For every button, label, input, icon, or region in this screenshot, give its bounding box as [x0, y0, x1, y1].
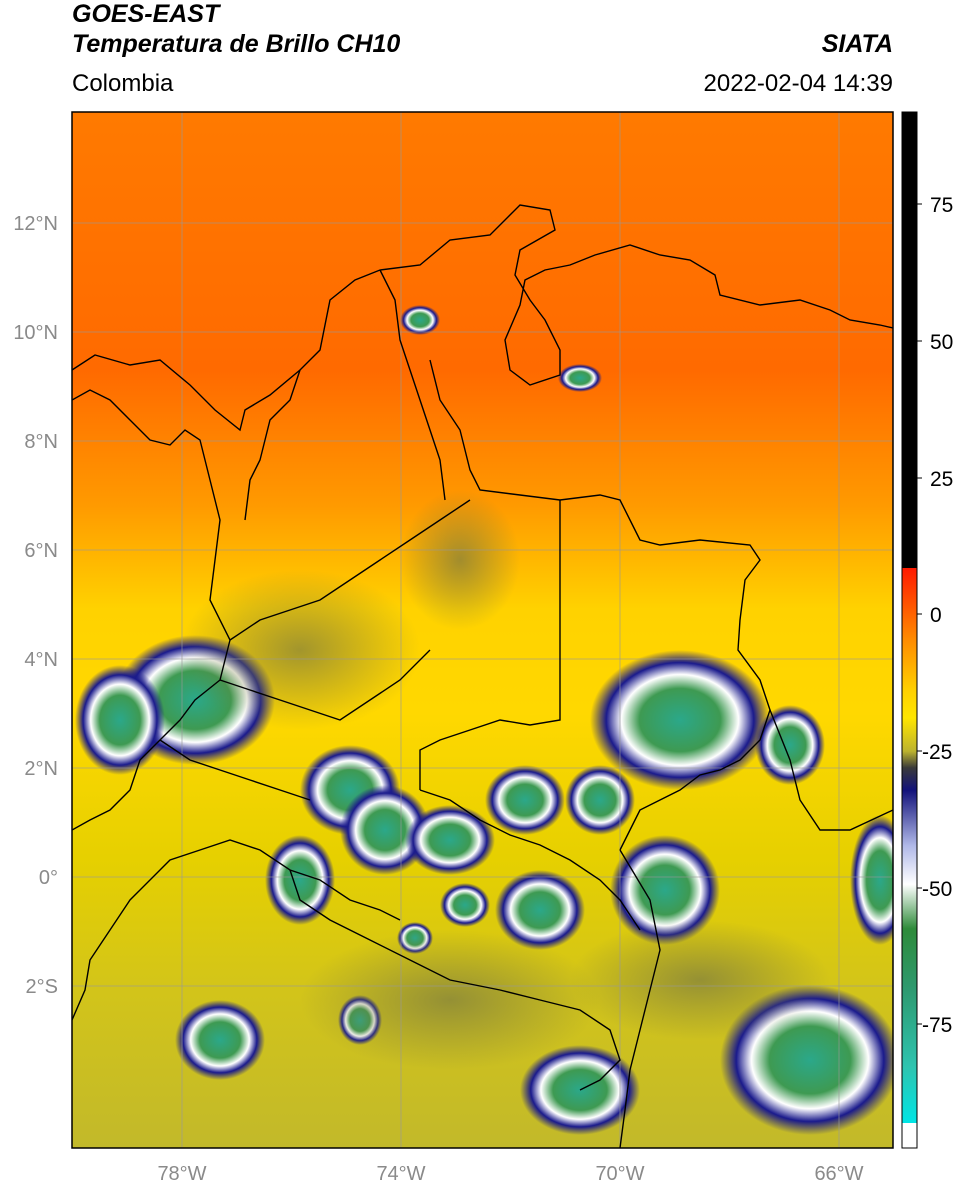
- colorbar-segment-white: [902, 1123, 917, 1148]
- lon-tick-label: 74°W: [376, 1163, 425, 1185]
- colorbar-tick-label: 25: [930, 468, 953, 491]
- map-gridlines: [72, 112, 893, 1148]
- colorbar-tick-label: -75: [922, 1014, 952, 1037]
- map-frame: [71, 111, 894, 1149]
- longitude-axis: 78°W 74°W 70°W 66°W: [157, 1163, 863, 1185]
- colorbar-frame: [901, 111, 918, 1149]
- lat-tick-label: 0°: [39, 867, 58, 889]
- brightness-temperature-field: [72, 112, 893, 1148]
- lat-tick-label: 4°N: [24, 649, 58, 671]
- lat-tick-label: 2°N: [24, 758, 58, 780]
- colorbar-tick-label: -50: [922, 878, 952, 901]
- latitude-axis: 12°N 10°N 8°N 6°N 4°N 2°N 0° 2°S: [13, 213, 58, 998]
- colorbar: 75 50 25 0 -25 -50 -75: [901, 111, 953, 1149]
- colorbar-tick-label: -25: [922, 741, 952, 764]
- colorbar-gradient: [902, 568, 917, 1123]
- lat-tick-label: 10°N: [13, 322, 58, 344]
- datetime-label: 2022-02-04 14:39: [703, 70, 894, 97]
- title-product: Temperatura de Brillo CH10: [72, 30, 401, 58]
- lat-tick-label: 2°S: [26, 976, 58, 998]
- lon-tick-label: 66°W: [814, 1163, 863, 1185]
- lon-tick-label: 70°W: [595, 1163, 644, 1185]
- lat-tick-label: 6°N: [24, 540, 58, 562]
- lat-tick-label: 12°N: [13, 213, 58, 235]
- colorbar-tick-label: 50: [930, 331, 953, 354]
- region-label: Colombia: [72, 70, 174, 97]
- lat-tick-label: 8°N: [24, 431, 58, 453]
- colorbar-tick-label: 0: [930, 604, 942, 627]
- coastlines-and-borders: [72, 204, 893, 1148]
- lon-tick-label: 78°W: [157, 1163, 206, 1185]
- title-satellite: GOES-EAST: [72, 0, 220, 28]
- colorbar-tick-label: 75: [930, 194, 953, 217]
- colorbar-segment-black: [902, 112, 917, 568]
- organization-label: SIATA: [821, 30, 893, 58]
